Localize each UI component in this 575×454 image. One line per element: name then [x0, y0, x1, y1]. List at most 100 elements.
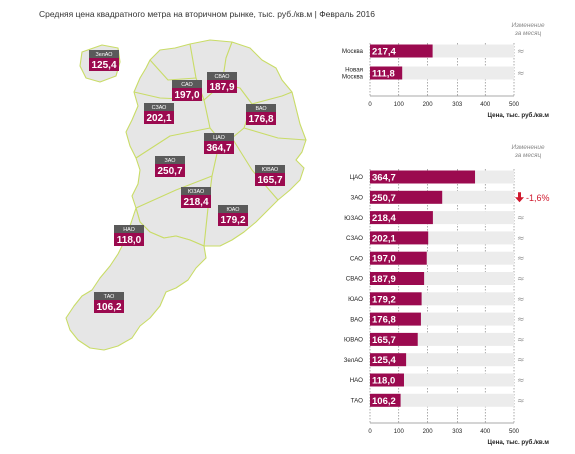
map-label-value: 179,2 [220, 215, 245, 226]
map-label-value: 165,7 [257, 175, 282, 186]
bar [370, 332, 418, 346]
bar-value-label: 125,4 [372, 355, 396, 366]
bar [370, 44, 433, 58]
category-label: ЗАО [350, 195, 363, 202]
bar-value-label: 250,7 [372, 193, 396, 204]
change-approx: ≈ [517, 47, 525, 57]
change-approx: ≈ [517, 214, 525, 224]
bar-row-zao: 250,7 ЗАО -1,6% [350, 190, 550, 204]
map-label-value: 106,2 [96, 302, 121, 313]
bar-track [370, 393, 514, 407]
category-label-line2: Москва [342, 74, 364, 81]
x-tick-label: 500 [509, 429, 520, 435]
map-label-value: 176,8 [248, 114, 273, 125]
map-label-name-bg [114, 225, 144, 233]
bar-row-szao: 202,1 СЗАО ≈ [346, 231, 525, 245]
map-label-name: ТАО [104, 294, 115, 300]
bar-row-zelao: 125,4 ЗелАО ≈ [344, 353, 525, 367]
bar-value-label: 111,8 [372, 69, 395, 80]
x-tick-label: 100 [394, 429, 405, 435]
bar-value-label: 165,7 [372, 335, 396, 346]
map-label-name: ЗелАО [96, 52, 113, 58]
change-approx: ≈ [517, 335, 525, 345]
map-label-name-bg [204, 133, 234, 141]
change-approx: ≈ [517, 69, 525, 79]
map-labels: ЗелАО 125,4 САО 197,0 СВАО 187,9 СЗАО 202,1 ВАО 1… [89, 50, 285, 313]
x-tick-label: 0 [368, 429, 372, 435]
change-approx: ≈ [517, 295, 525, 305]
category-label: СЗАО [346, 235, 363, 242]
change-header-line2: за месяц [514, 30, 542, 37]
map-label-name: ЮЗАО [188, 189, 204, 195]
map-label-name-bg [89, 50, 119, 58]
map-label-value-bg [204, 141, 234, 154]
bar-track [370, 373, 514, 387]
bar-value-label: 176,8 [372, 315, 396, 326]
change-approx: ≈ [517, 396, 525, 406]
category-label: ТАО [351, 398, 364, 405]
map-label-value: 250,7 [157, 166, 182, 177]
change-approx: ≈ [517, 376, 525, 386]
bar [370, 231, 429, 245]
category-label: Новая Москва [342, 67, 364, 81]
bar [370, 251, 427, 265]
category-label: ЦАО [350, 174, 364, 181]
bar-row-tsao: 364,7 ЦАО [350, 170, 514, 184]
category-label-line1: Новая [345, 67, 363, 74]
change-approx: ≈ [517, 234, 525, 244]
map-label-name-bg [255, 165, 285, 173]
map-label-value: 202,1 [146, 113, 171, 124]
map-label-name: ЦАО [213, 135, 225, 141]
arrow-down-icon [515, 192, 524, 203]
bar-row-sao: 197,0 САО ≈ [350, 251, 525, 265]
bar [370, 66, 403, 80]
bar-row-yuzao: 218,4 ЮЗАО ≈ [344, 211, 525, 225]
bar-row-moskva: 217,4 Москва ≈ [342, 44, 525, 58]
map-label-name: ЮВАО [262, 167, 279, 173]
x-axis-label: Цена, тыс. руб./кв.м [488, 439, 550, 446]
bar [370, 211, 433, 225]
map-label-value-bg [155, 164, 185, 177]
map-label-value-bg [246, 112, 276, 125]
x-tick-label: 303 [452, 102, 463, 108]
map-label-szao: СЗАО 202,1 [144, 103, 174, 124]
x-tick-label: 200 [423, 429, 434, 435]
map-label-value-bg [218, 213, 248, 226]
change-approx: ≈ [517, 356, 525, 366]
bar-value-label: 118,0 [372, 376, 395, 387]
x-tick-label: 0 [368, 102, 372, 108]
category-label: ВАО [350, 316, 363, 323]
map-label-name-bg [144, 103, 174, 111]
map-label-value-bg [181, 195, 211, 208]
district-borders [133, 41, 307, 247]
x-tick-label: 400 [480, 102, 491, 108]
x-tick-label: 500 [509, 102, 520, 108]
x-axis-label: Цена, тыс. руб./кв.м [488, 112, 550, 119]
map-label-value-bg [144, 111, 174, 124]
bar-value-label: 218,4 [372, 213, 396, 224]
map-label-yuao: ЮАО 179,2 [218, 205, 248, 226]
map-label-name-bg [181, 187, 211, 195]
map-label-value-bg [114, 233, 144, 246]
bar-value-label: 217,4 [372, 47, 396, 58]
category-label: СВАО [346, 276, 363, 283]
map-label-name-bg [207, 72, 237, 80]
map-label-value: 218,4 [183, 197, 208, 208]
bar-row-yuao: 179,2 ЮАО ≈ [348, 292, 525, 306]
map-label-value-bg [255, 173, 285, 186]
bar [370, 353, 407, 367]
map-label-value-bg [89, 58, 119, 71]
bar-value-label: 106,2 [372, 396, 396, 407]
map-label-yuzao: ЮЗАО 218,4 [181, 187, 211, 208]
map-label-name-bg [94, 292, 124, 300]
category-label: ЮАО [348, 296, 363, 303]
category-label: ЮЗАО [344, 215, 363, 222]
map-label-zao: ЗАО 250,7 [155, 156, 185, 177]
bar-row-nao: 118,0 НАО ≈ [350, 373, 525, 387]
map-label-value: 125,4 [91, 60, 116, 71]
category-label: ЮВАО [344, 337, 363, 344]
map-label-value: 364,7 [206, 143, 231, 154]
map-label-tao: ТАО 106,2 [94, 292, 124, 313]
